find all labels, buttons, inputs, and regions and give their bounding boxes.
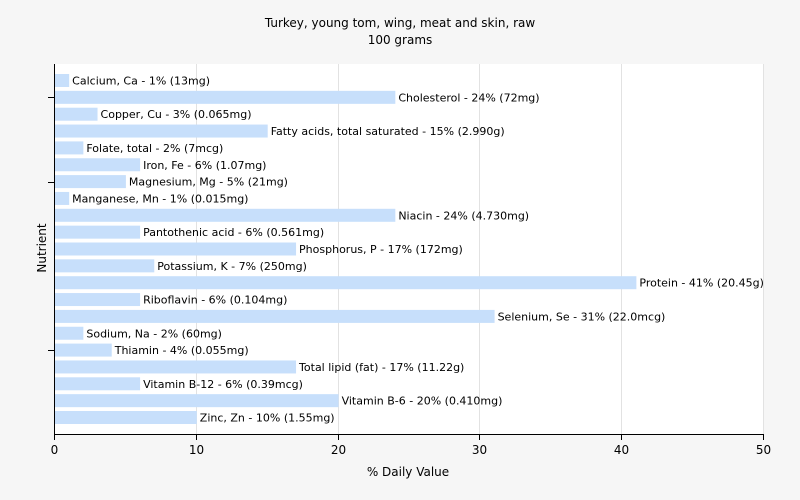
bar xyxy=(55,191,70,205)
x-tick-label: 0 xyxy=(51,443,59,457)
bar xyxy=(55,293,141,307)
x-tick-label: 10 xyxy=(189,443,204,457)
bars-layer: Calcium, Ca - 1% (13mg) Cholesterol - 24%… xyxy=(55,74,764,425)
bar-data-label: Selenium, Se - 31% (22.0mcg) xyxy=(498,310,666,323)
bar-data-label: Pantothenic acid - 6% (0.561mg) xyxy=(143,226,324,239)
bar-data-label: Protein - 41% (20.45g) xyxy=(639,277,764,290)
x-tick-label: 20 xyxy=(331,443,346,457)
bar-data-label: Calcium, Ca - 1% (13mg) xyxy=(72,75,210,88)
bar-data-label: Phosphorus, P - 17% (172mg) xyxy=(299,243,463,256)
bar xyxy=(55,141,84,155)
bar-data-label: Riboflavin - 6% (0.104mg) xyxy=(143,294,287,307)
bar xyxy=(55,90,396,104)
bar-data-label: Niacin - 24% (4.730mg) xyxy=(398,209,529,222)
bar xyxy=(55,326,84,340)
bar-data-label: Thiamin - 4% (0.055mg) xyxy=(114,344,249,357)
bar-data-label: Cholesterol - 24% (72mg) xyxy=(398,91,539,104)
bar xyxy=(55,124,268,138)
x-tick-label: 40 xyxy=(614,443,629,457)
bar xyxy=(55,411,197,424)
bar xyxy=(55,394,339,408)
bar-data-label: Magnesium, Mg - 5% (21mg) xyxy=(129,176,288,189)
bar xyxy=(55,225,141,239)
bar xyxy=(55,276,637,290)
bar-data-label: Vitamin B-6 - 20% (0.410mg) xyxy=(342,395,503,408)
axes-layer: 0 10 20 30 40 50 xyxy=(48,64,771,457)
bar-data-label: Fatty acids, total saturated - 15% (2.99… xyxy=(271,125,505,138)
bar-data-label: Manganese, Mn - 1% (0.015mg) xyxy=(72,192,248,205)
chart-title: Turkey, young tom, wing, meat and skin, … xyxy=(264,16,536,30)
chart-subtitle: 100 grams xyxy=(368,33,433,47)
bar xyxy=(55,242,297,256)
bar xyxy=(55,377,141,391)
bar xyxy=(55,158,141,172)
bar xyxy=(55,175,126,189)
bar-data-label: Copper, Cu - 3% (0.065mg) xyxy=(101,108,252,121)
bar xyxy=(55,343,112,357)
bar-data-label: Zinc, Zn - 10% (1.55mg) xyxy=(200,412,335,425)
bar-data-label: Folate, total - 2% (7mcg) xyxy=(86,142,223,155)
bar xyxy=(55,107,98,121)
bar-data-label: Potassium, K - 7% (250mg) xyxy=(157,260,307,273)
bar xyxy=(55,360,297,374)
bar xyxy=(55,74,70,87)
x-axis-label: % Daily Value xyxy=(367,465,449,479)
bar xyxy=(55,208,396,222)
bar-data-label: Sodium, Na - 2% (60mg) xyxy=(86,327,222,340)
x-tick-label: 30 xyxy=(472,443,487,457)
bar-data-label: Vitamin B-12 - 6% (0.39mcg) xyxy=(143,378,303,391)
bar-data-label: Iron, Fe - 6% (1.07mg) xyxy=(143,159,266,172)
bar xyxy=(55,309,495,323)
bar-data-label: Total lipid (fat) - 17% (11.22g) xyxy=(298,361,464,374)
bar xyxy=(55,259,155,273)
y-axis-label: Nutrient xyxy=(35,223,49,273)
x-tick-label: 50 xyxy=(756,443,771,457)
